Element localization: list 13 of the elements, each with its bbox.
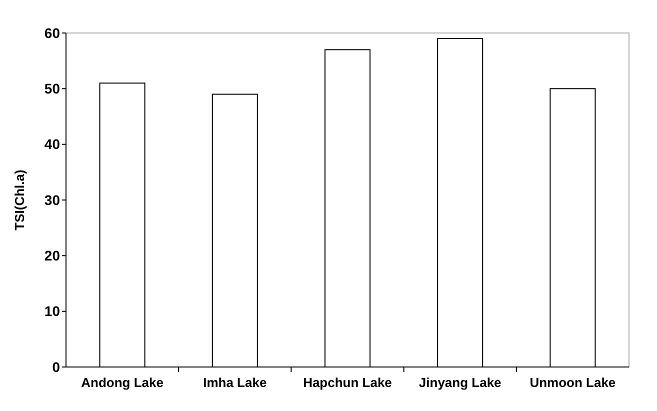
y-tick-label: 30 xyxy=(44,192,60,208)
y-tick-label: 10 xyxy=(44,303,60,320)
x-tick-label: Hapchun Lake xyxy=(303,375,392,390)
y-tick-label: 0 xyxy=(52,358,60,375)
y-tick-label: 60 xyxy=(44,24,60,41)
x-tick-label: Andong Lake xyxy=(81,375,164,390)
y-tick-label: 50 xyxy=(44,80,60,97)
x-tick-label: Imha Lake xyxy=(203,375,267,390)
y-tick-label: 40 xyxy=(44,136,60,152)
x-tick-label: Jinyang Lake xyxy=(418,375,502,390)
y-tick-label: 20 xyxy=(44,248,60,264)
x-tick-label: Unmoon Lake xyxy=(530,375,616,390)
y-axis-title: TSI(Chl.a) xyxy=(12,170,27,230)
